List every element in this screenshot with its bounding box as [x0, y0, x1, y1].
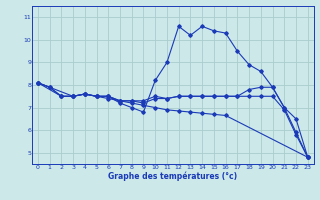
- X-axis label: Graphe des températures (°c): Graphe des températures (°c): [108, 171, 237, 181]
